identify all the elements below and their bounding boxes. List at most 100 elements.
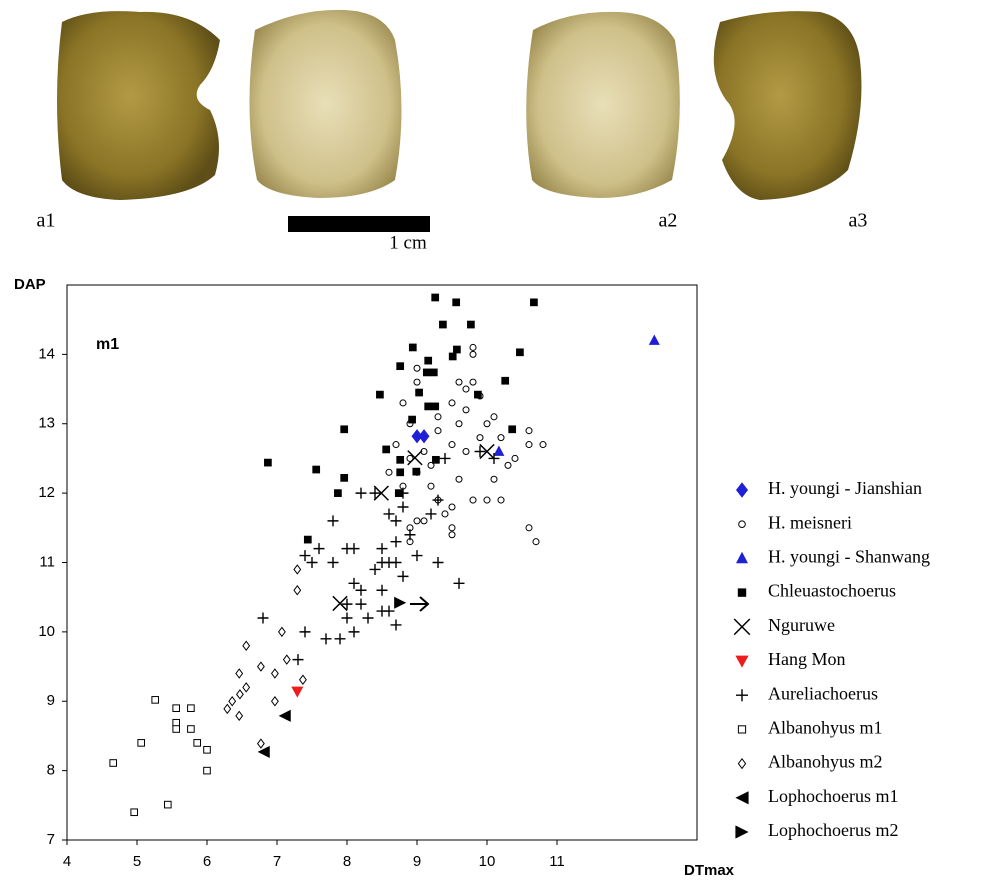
- tooth-photos: [57, 9, 862, 200]
- marker: [355, 487, 367, 499]
- marker: [334, 633, 346, 645]
- marker: [422, 368, 431, 377]
- marker: [392, 441, 400, 449]
- marker: [341, 598, 353, 610]
- marker: [278, 709, 291, 722]
- marker: [369, 563, 381, 575]
- marker: [432, 494, 444, 506]
- marker: [293, 564, 302, 575]
- marker: [334, 489, 342, 497]
- panel-label: a2: [659, 210, 678, 232]
- y-tick-label: 10: [38, 623, 55, 640]
- marker: [469, 350, 477, 358]
- marker: [424, 402, 433, 411]
- marker: [348, 543, 360, 555]
- x-tick-label: 8: [343, 853, 351, 870]
- marker: [490, 413, 498, 421]
- marker: [327, 515, 339, 527]
- marker: [425, 508, 437, 520]
- legend-marker: [735, 655, 749, 668]
- marker: [396, 362, 405, 371]
- marker: [525, 524, 533, 532]
- marker: [448, 352, 457, 361]
- y-tick-label: 8: [47, 762, 55, 779]
- tooth-occlusal: [249, 9, 402, 199]
- marker: [462, 447, 470, 456]
- marker: [242, 640, 251, 651]
- marker: [476, 434, 484, 442]
- legend-marker: [738, 520, 746, 529]
- marker: [394, 596, 407, 609]
- marker: [431, 402, 440, 411]
- legend-label: Aureliachoerus: [768, 683, 878, 703]
- marker: [383, 508, 395, 520]
- marker: [172, 704, 180, 712]
- y-tick-label: 14: [38, 345, 55, 362]
- marker: [376, 390, 384, 399]
- x-tick-label: 9: [413, 853, 421, 870]
- marker: [397, 501, 409, 513]
- marker: [193, 739, 201, 747]
- marker: [420, 517, 428, 525]
- marker: [362, 612, 374, 624]
- marker: [453, 345, 461, 354]
- marker: [332, 595, 348, 612]
- legend-label: Nguruwe: [768, 615, 835, 635]
- marker: [256, 738, 265, 749]
- marker: [511, 454, 519, 462]
- marker: [448, 524, 456, 532]
- x-tick-label: 6: [203, 853, 211, 870]
- y-tick-label: 9: [47, 692, 55, 709]
- marker: [235, 710, 244, 722]
- marker: [228, 696, 237, 707]
- y-tick-label: 11: [39, 553, 55, 570]
- marker: [530, 298, 538, 307]
- marker: [376, 584, 388, 596]
- tooth-a2: [526, 11, 680, 199]
- marker: [291, 686, 304, 698]
- marker: [130, 808, 138, 817]
- marker: [373, 485, 389, 501]
- marker: [490, 475, 498, 483]
- marker: [539, 441, 547, 449]
- marker: [439, 320, 447, 329]
- marker: [355, 584, 367, 596]
- marker: [448, 399, 456, 407]
- marker: [469, 343, 477, 351]
- marker: [264, 458, 272, 467]
- marker: [453, 577, 465, 589]
- marker: [474, 390, 482, 399]
- marker: [411, 550, 423, 562]
- marker: [469, 496, 477, 504]
- marker: [439, 452, 451, 464]
- marker: [493, 445, 505, 456]
- marker: [312, 465, 321, 474]
- marker: [341, 612, 353, 624]
- marker: [413, 378, 421, 386]
- marker: [501, 376, 510, 385]
- marker: [223, 703, 232, 715]
- panel-label: a3: [849, 210, 868, 232]
- legend-label: H. youngi - Shanwang: [768, 547, 930, 567]
- y-tick-label: 12: [38, 484, 55, 501]
- marker: [172, 718, 180, 727]
- legend-label: Chleuastochoerus: [768, 581, 896, 601]
- legend-label: Lophochoerus m1: [768, 786, 898, 806]
- marker: [455, 475, 463, 483]
- tooth-a3: [713, 11, 862, 200]
- marker: [282, 654, 291, 665]
- marker: [298, 674, 307, 685]
- marker: [415, 388, 423, 397]
- legend-marker: [737, 588, 747, 597]
- marker: [390, 619, 402, 631]
- marker: [109, 759, 118, 767]
- marker: [448, 531, 456, 539]
- marker: [424, 356, 433, 365]
- legend-label: H. meisneri: [768, 512, 852, 532]
- marker: [411, 429, 423, 444]
- marker: [306, 557, 318, 568]
- marker: [427, 461, 435, 469]
- marker: [432, 557, 444, 568]
